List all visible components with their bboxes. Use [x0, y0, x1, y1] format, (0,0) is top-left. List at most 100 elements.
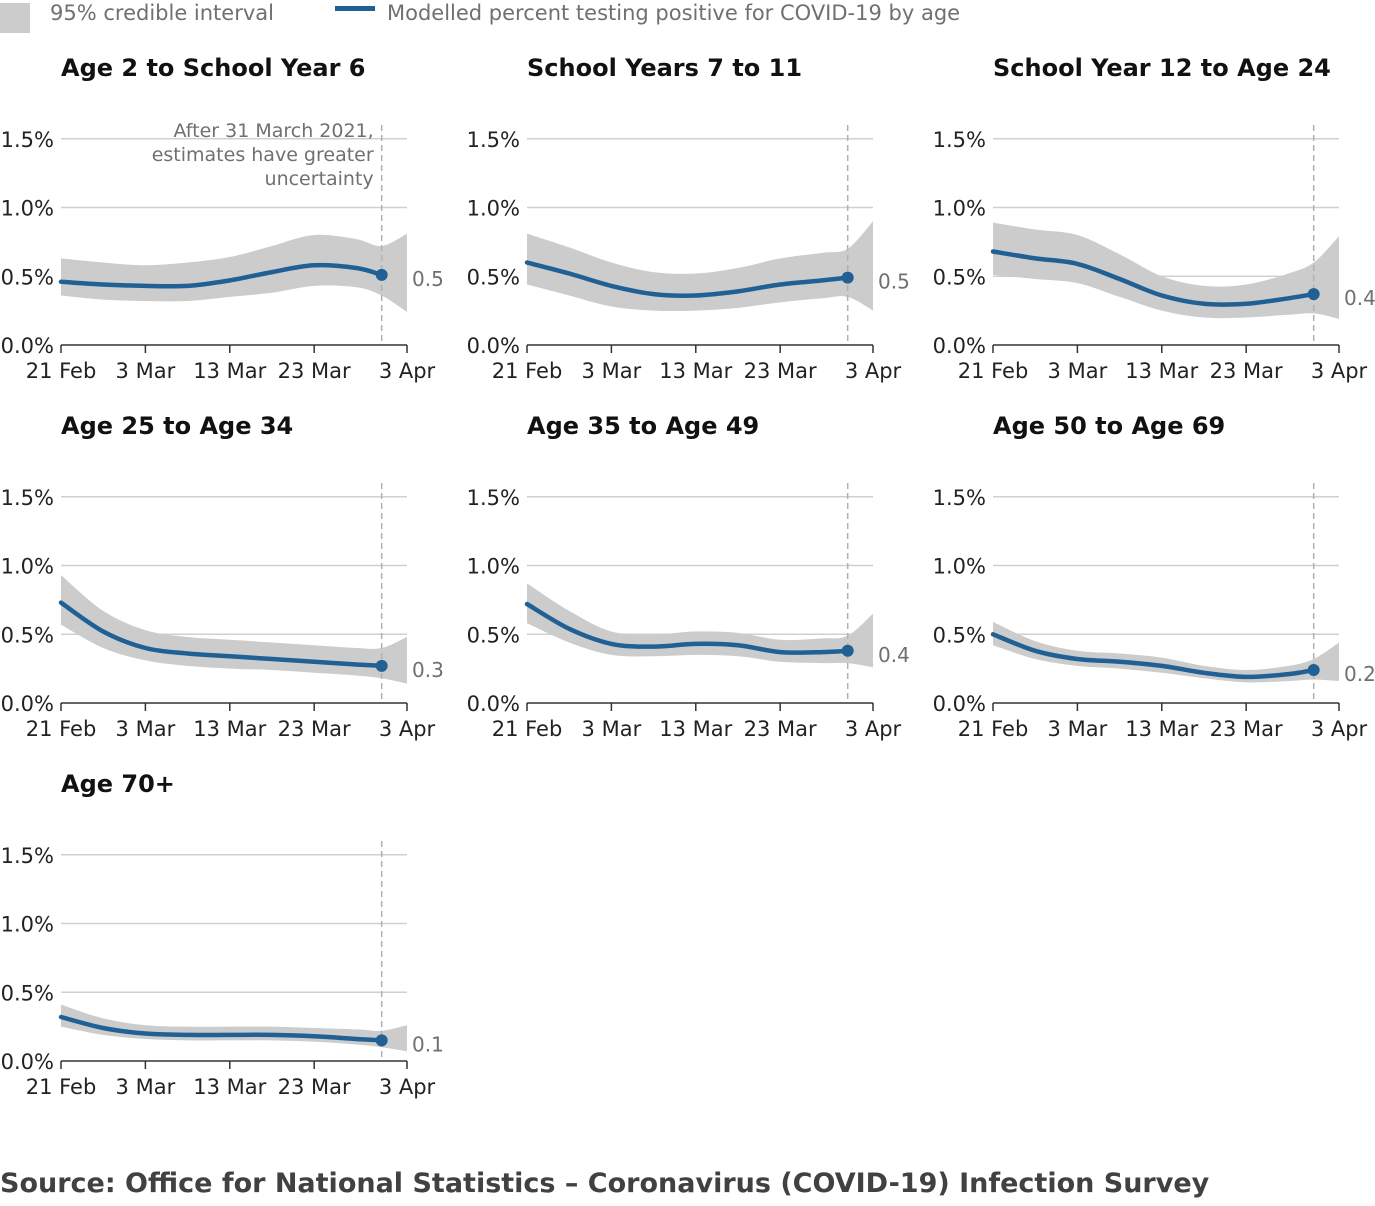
- panel-title: Age 25 to Age 34: [61, 412, 293, 440]
- estimate-line: [58, 600, 384, 669]
- y-tick-label: 0.0%: [1, 334, 54, 358]
- x-tick-label: 23 Mar: [1210, 717, 1283, 741]
- x-tick-label: 3 Apr: [379, 1075, 436, 1099]
- y-tick-label: 1.5%: [933, 486, 986, 510]
- y-tick-label: 0.5%: [1, 265, 54, 289]
- legend-line-label: Modelled percent testing positive for CO…: [387, 1, 961, 25]
- panel-3: School Year 12 to Age 24 0.0% 0.5% 1.0% 1.5%…: [933, 54, 1375, 383]
- panel-title: Age 35 to Age 49: [527, 412, 759, 440]
- y-tick-label: 1.5%: [467, 486, 520, 510]
- end-value-label: 0.2: [1344, 662, 1375, 686]
- y-tick-label: 0.0%: [467, 692, 520, 716]
- panel-4: Age 25 to Age 34 0.0% 0.5% 1.0% 1.5% 21 Feb 3 …: [1, 412, 444, 741]
- y-tick-label: 1.0%: [1, 197, 54, 221]
- end-value-label: 0.1: [412, 1032, 444, 1056]
- y-tick-label: 0.0%: [933, 692, 986, 716]
- x-tick-label: 21 Feb: [492, 359, 563, 383]
- end-point: [1307, 288, 1320, 301]
- y-tick-label: 1.0%: [933, 197, 986, 221]
- end-point: [375, 1034, 388, 1047]
- x-tick-label: 21 Feb: [26, 1075, 97, 1099]
- y-tick-label: 0.5%: [933, 265, 986, 289]
- y-tick-label: 0.5%: [467, 623, 520, 647]
- estimate-line: [990, 632, 1316, 680]
- x-tick-label: 23 Mar: [1210, 359, 1283, 383]
- end-value-label: 0.5: [412, 267, 444, 291]
- x-tick-label: 3 Mar: [116, 717, 176, 741]
- legend: 95% credible interval Modelled percent t…: [0, 0, 1375, 33]
- end-value-label: 0.4: [1344, 286, 1375, 310]
- estimate-line: [524, 260, 850, 298]
- x-tick-label: 13 Mar: [1125, 717, 1198, 741]
- legend-band-label: 95% credible interval: [50, 1, 274, 25]
- y-tick-label: 1.0%: [1, 913, 54, 937]
- credible-interval-band: [993, 222, 1339, 319]
- uncertainty-note: uncertainty: [265, 168, 374, 190]
- x-tick-label: 3 Mar: [582, 717, 642, 741]
- y-tick-label: 1.5%: [933, 128, 986, 152]
- y-tick-label: 1.0%: [467, 555, 520, 579]
- y-tick-label: 1.0%: [933, 555, 986, 579]
- x-tick-label: 3 Mar: [582, 359, 642, 383]
- credible-interval-band: [527, 221, 873, 312]
- x-tick-label: 3 Mar: [1048, 717, 1108, 741]
- y-tick-label: 1.5%: [1, 844, 54, 868]
- legend-item-band: 95% credible interval: [0, 0, 274, 33]
- x-tick-label: 3 Mar: [116, 1075, 176, 1099]
- uncertainty-note: estimates have greater: [152, 144, 374, 166]
- y-tick-label: 0.5%: [1, 981, 54, 1005]
- y-tick-label: 1.0%: [467, 197, 520, 221]
- end-point: [375, 268, 388, 281]
- panel-2: School Years 7 to 11 0.0% 0.5% 1.0% 1.5% 21 F…: [467, 54, 910, 383]
- credible-interval-band: [993, 621, 1339, 683]
- x-tick-label: 13 Mar: [1125, 359, 1198, 383]
- legend-item-line: Modelled percent testing positive for CO…: [335, 0, 960, 26]
- credible-interval-band: [527, 583, 873, 668]
- x-tick-label: 23 Mar: [278, 717, 351, 741]
- panel-1: Age 2 to School Year 6 0.0% 0.5% 1.0% 1.5% 21…: [1, 54, 444, 383]
- x-tick-label: 13 Mar: [659, 359, 732, 383]
- x-tick-label: 21 Feb: [958, 359, 1029, 383]
- estimate-line: [58, 1014, 384, 1043]
- panel-6: Age 50 to Age 69 0.0% 0.5% 1.0% 1.5% 21 Feb 3 …: [933, 412, 1375, 741]
- legend-band-swatch: [0, 3, 30, 33]
- y-tick-label: 0.0%: [1, 1050, 54, 1074]
- end-point: [841, 644, 854, 657]
- x-tick-label: 21 Feb: [492, 717, 563, 741]
- x-tick-label: 23 Mar: [278, 359, 351, 383]
- x-tick-label: 3 Apr: [379, 717, 436, 741]
- panel-title: School Year 12 to Age 24: [993, 54, 1331, 82]
- source-note: Source: Office for National Statistics –…: [0, 1168, 1210, 1199]
- x-tick-label: 3 Mar: [1048, 359, 1108, 383]
- x-tick-label: 3 Mar: [116, 359, 176, 383]
- panel-7: Age 70+ 0.0% 0.5% 1.0% 1.5% 21 Feb 3 Mar 13 Mar…: [1, 770, 444, 1099]
- credible-interval-band: [61, 1004, 407, 1052]
- x-tick-label: 3 Apr: [379, 359, 436, 383]
- x-tick-label: 13 Mar: [659, 717, 732, 741]
- x-tick-label: 3 Apr: [1311, 717, 1368, 741]
- estimate-line: [524, 601, 850, 655]
- y-tick-label: 1.5%: [467, 128, 520, 152]
- y-tick-label: 1.0%: [1, 555, 54, 579]
- uncertainty-note: After 31 March 2021,: [173, 120, 373, 142]
- y-tick-label: 1.5%: [1, 128, 54, 152]
- x-tick-label: 13 Mar: [193, 717, 266, 741]
- x-tick-label: 13 Mar: [193, 359, 266, 383]
- x-tick-label: 21 Feb: [26, 359, 97, 383]
- y-tick-label: 1.5%: [1, 486, 54, 510]
- x-tick-label: 21 Feb: [26, 717, 97, 741]
- panel-title: Age 50 to Age 69: [993, 412, 1225, 440]
- estimate-line: [58, 262, 384, 289]
- x-tick-label: 21 Feb: [958, 717, 1029, 741]
- y-tick-label: 0.5%: [1, 623, 54, 647]
- panel-title: Age 2 to School Year 6: [61, 54, 365, 82]
- small-multiples-chart: Age 2 to School Year 6 0.0% 0.5% 1.0% 1.5% 21…: [1, 54, 1375, 1099]
- y-tick-label: 0.5%: [933, 623, 986, 647]
- credible-interval-band: [61, 233, 407, 312]
- legend-line-swatch: [335, 5, 375, 11]
- y-tick-label: 0.0%: [467, 334, 520, 358]
- y-tick-label: 0.0%: [933, 334, 986, 358]
- end-point: [375, 659, 388, 672]
- x-tick-label: 23 Mar: [744, 359, 817, 383]
- credible-interval-band: [61, 575, 407, 684]
